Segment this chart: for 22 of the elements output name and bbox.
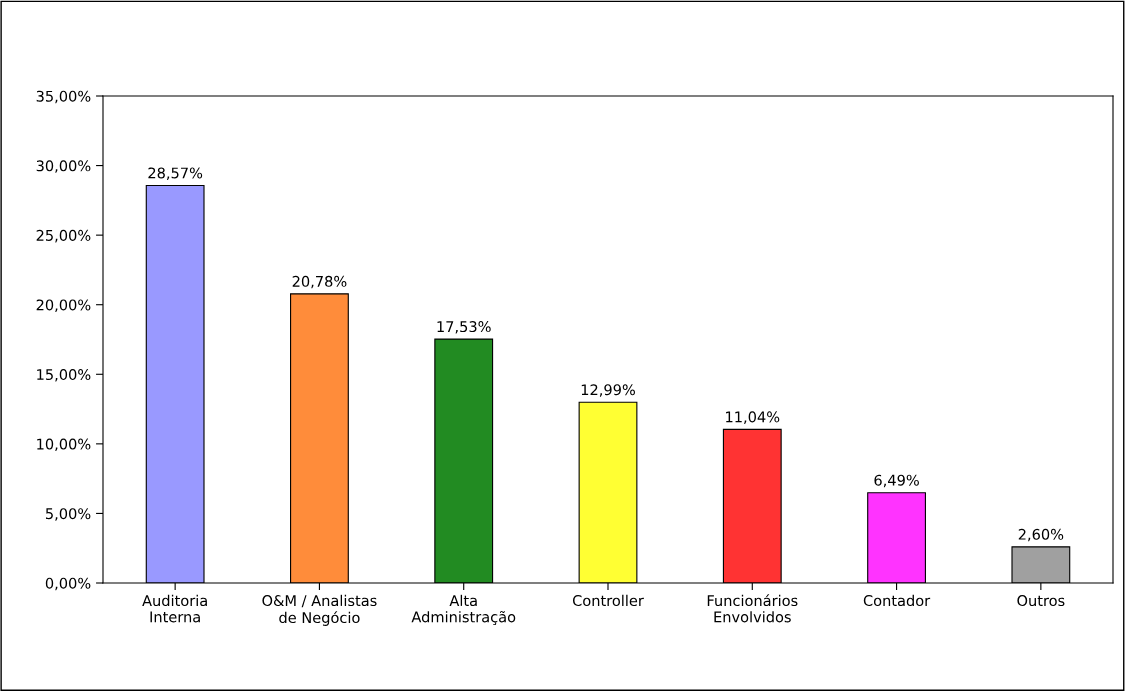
y-tick-label: 10,00% [37,438,91,452]
data-label: 11,04% [726,411,780,424]
y-tick-label: 5,00% [45,508,91,521]
x-tick-label: Contador [863,594,931,607]
data-label: 20,78% [292,275,347,289]
x-tick-label: Funcionários Envolvidos [707,594,798,623]
y-tick-label: 30,00% [36,160,91,173]
y-tick-label: 20,00% [36,299,91,312]
data-label: 2,60% [1018,528,1064,542]
x-tick-label: Auditoria Interna [142,594,207,623]
x-tick-label: Controller [572,594,644,607]
data-label: 6,49% [874,474,919,488]
y-tick-label: 25,00% [36,229,91,243]
data-label: 12,99% [581,384,635,397]
y-tick-label: 0,00% [45,577,91,591]
data-label: 28,57% [148,167,203,180]
x-tick-label: O&M / Analistas de Negócio [262,594,377,626]
y-tick-label: 15,00% [37,369,91,382]
y-tick-label: 35,00% [36,90,91,104]
x-tick-label: Outros [1017,595,1065,607]
data-label: 17,53% [437,321,491,334]
x-tick-label: Alta Administração [411,594,516,626]
